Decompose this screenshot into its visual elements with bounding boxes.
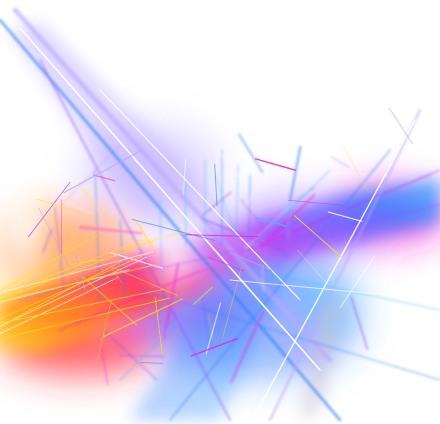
yellow-fine-streak bbox=[0, 288, 164, 324]
sparkle-line bbox=[388, 108, 414, 145]
sparkle-line bbox=[229, 252, 274, 272]
sparkle-line bbox=[293, 215, 343, 259]
sparkle-line bbox=[222, 266, 242, 340]
white-rising-streak bbox=[249, 119, 416, 424]
sparkle-line bbox=[121, 229, 188, 251]
violet-diagonal-streak bbox=[39, 59, 231, 421]
sparkle-line bbox=[163, 262, 179, 340]
sparkle-line bbox=[154, 297, 163, 354]
sparkle-line bbox=[238, 133, 264, 173]
sparkle-line bbox=[339, 255, 376, 309]
light-streak-lines bbox=[0, 7, 440, 422]
sparkle-line bbox=[78, 183, 115, 227]
lavender-diagonal-streak bbox=[12, 7, 333, 363]
sparkle-line bbox=[205, 302, 222, 355]
sparkle-line bbox=[79, 226, 143, 234]
sparkle-line bbox=[75, 255, 86, 291]
sparkle-line bbox=[247, 145, 286, 205]
yellow-fine-streak bbox=[0, 256, 147, 327]
sparkle-line bbox=[182, 157, 187, 196]
sparkle-line bbox=[42, 229, 52, 253]
sparkle-spike-line bbox=[184, 179, 187, 246]
yellow-fine-streak bbox=[0, 276, 119, 335]
cyan-low-streak bbox=[199, 259, 440, 311]
sparkle-line bbox=[297, 249, 328, 285]
sparkle-line bbox=[327, 211, 363, 222]
sparkle-line bbox=[262, 265, 264, 293]
lavender-rising-streak bbox=[269, 109, 421, 421]
blue-streak-lower bbox=[130, 250, 300, 420]
sparkle-line bbox=[289, 146, 302, 201]
yellow-fine-streak bbox=[0, 251, 154, 294]
sparkle-spike-line bbox=[248, 174, 251, 236]
sharp-streak-lines bbox=[0, 27, 440, 424]
sparkle-line bbox=[140, 361, 164, 364]
sparkle-line bbox=[97, 299, 112, 360]
sparkle-line bbox=[199, 259, 227, 270]
sparkle-line bbox=[343, 146, 368, 191]
sparkle-line bbox=[260, 194, 316, 249]
yellow-fine-streak bbox=[0, 264, 155, 302]
sparkle-line bbox=[37, 199, 97, 218]
sparkle-line bbox=[102, 298, 183, 338]
sparkle-line bbox=[62, 145, 120, 205]
sparkle-line bbox=[350, 295, 369, 350]
sparkle-line bbox=[54, 205, 65, 296]
sparkle-line bbox=[101, 349, 109, 386]
sparkle-line bbox=[212, 226, 225, 256]
sparkle-line bbox=[63, 149, 144, 194]
sparkle-line bbox=[82, 276, 138, 326]
white-glow-left bbox=[0, 175, 55, 285]
sparkle-line bbox=[105, 331, 158, 381]
sparkle-line bbox=[331, 156, 350, 168]
sparkle-line bbox=[202, 297, 212, 349]
white-diagonal-streak bbox=[19, 27, 321, 371]
sparkle-line bbox=[208, 257, 244, 272]
sparkle-line bbox=[230, 310, 264, 384]
sparkle-line bbox=[369, 174, 433, 199]
yellow-fine-streak bbox=[0, 297, 170, 340]
sparkle-line bbox=[118, 355, 165, 357]
cyan-rising-streak bbox=[119, 169, 331, 381]
sparkle-line bbox=[244, 202, 294, 249]
sparkle-line bbox=[192, 286, 214, 306]
sparkle-line bbox=[190, 338, 238, 357]
grey-diagonal-beam bbox=[300, 300, 345, 420]
sparkle-line bbox=[93, 174, 116, 182]
sparkle-line bbox=[287, 199, 343, 206]
sparkle-line bbox=[132, 219, 216, 241]
white-diagonal-streak bbox=[99, 89, 301, 301]
sparkle-line bbox=[208, 313, 214, 341]
sparkle-line bbox=[78, 313, 99, 324]
sparkle-spike-line bbox=[235, 164, 239, 241]
sparkle-line bbox=[135, 220, 154, 249]
sparkle-line bbox=[201, 218, 280, 251]
sparkle-line bbox=[184, 234, 259, 238]
sparkle-line bbox=[256, 217, 287, 227]
blue-diagonal-streak bbox=[0, 18, 342, 422]
sparkle-line bbox=[28, 181, 71, 238]
sparkle-line bbox=[61, 199, 63, 258]
yellow-fine-streak bbox=[0, 260, 123, 327]
sparkle-spike-line bbox=[159, 199, 163, 281]
magenta-streak bbox=[59, 169, 440, 331]
white-low-streak bbox=[229, 279, 440, 301]
yellow-fine-streak bbox=[0, 234, 99, 291]
sparkle-line bbox=[210, 141, 246, 184]
sparkle-line bbox=[215, 175, 233, 230]
sparkle-line bbox=[240, 199, 288, 259]
sparkle-line bbox=[254, 158, 296, 171]
sparkle-line bbox=[214, 163, 218, 207]
yellow-fine-streak bbox=[0, 240, 154, 301]
